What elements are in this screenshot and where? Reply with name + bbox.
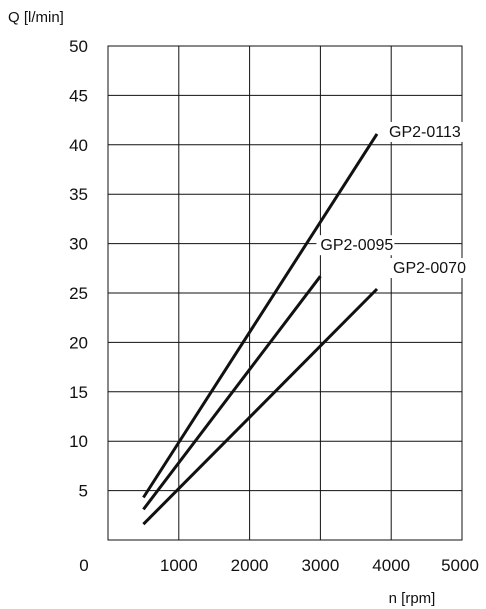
y-tick-label: 30: [69, 235, 88, 254]
tick-labels: 5 10 15 20 25 30 35 40 45 50 0 1000 2000 3000 4000 5000: [69, 37, 479, 575]
x-tick-label: 5000: [441, 556, 479, 575]
series-label-bg: [316, 235, 395, 256]
y-tick-label: 40: [69, 136, 88, 155]
series-label-gp2-0070: GP2-0070: [393, 260, 466, 277]
x-tick-label: 2000: [231, 556, 269, 575]
y-axis-title: Q [l/min]: [8, 9, 64, 26]
y-tick-label: 50: [69, 37, 88, 56]
x-axis-title: n [rpm]: [389, 590, 436, 607]
series-label-bg: [385, 121, 464, 142]
series-lines: [142, 133, 379, 526]
x-tick-label: 4000: [372, 556, 410, 575]
series-line-gp2-0113: [142, 133, 379, 499]
y-tick-label: 5: [79, 482, 88, 501]
y-tick-label: 20: [69, 333, 88, 352]
y-tick-label: 10: [69, 432, 88, 451]
y-tick-label: 35: [69, 185, 88, 204]
series-label-gp2-0095: GP2-0095: [320, 237, 393, 254]
y-tick-label: 45: [69, 86, 88, 105]
x-tick-label: 0: [79, 556, 88, 575]
series-line-gp2-0095: [142, 275, 322, 511]
series-line-gp2-0070: [142, 287, 379, 526]
x-tick-label: 3000: [301, 556, 339, 575]
series-label-gp2-0113: GP2-0113: [389, 124, 461, 141]
y-tick-label: 25: [69, 284, 88, 303]
x-tick-label: 1000: [160, 556, 198, 575]
y-tick-label: 15: [69, 383, 88, 402]
grid: [107, 45, 463, 541]
series-label-bg: [389, 258, 468, 279]
